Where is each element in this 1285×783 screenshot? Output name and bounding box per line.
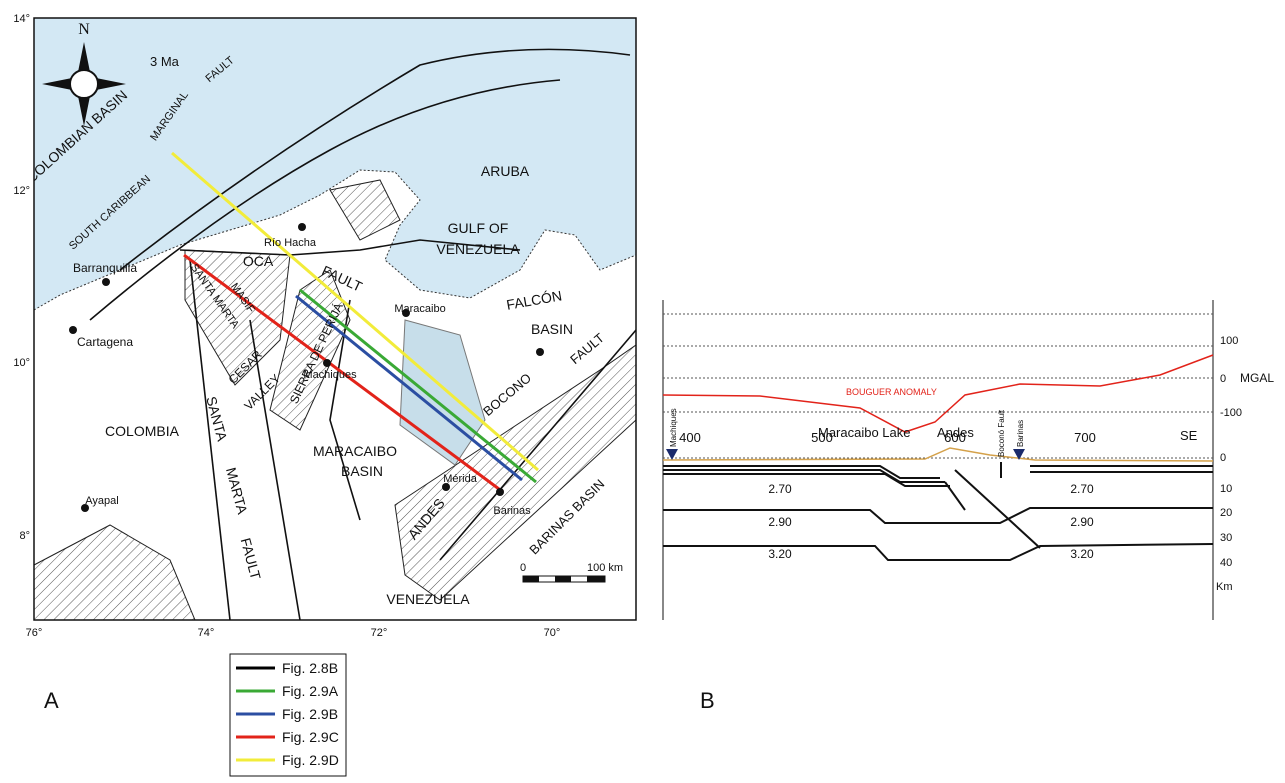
scale-length: 100 km [587, 562, 623, 574]
place-label: VENEZUELA [436, 241, 520, 257]
legend-label: Fig. 2.9B [282, 706, 338, 722]
profile-line [171, 151, 539, 472]
profile-line [299, 288, 537, 484]
lon-label: 72° [371, 627, 388, 639]
fault-label: Boconó Fault [997, 409, 1006, 457]
lat-label: 12° [13, 185, 30, 197]
density-label: 2.70 [1070, 482, 1094, 496]
well-label: Barinas [1016, 420, 1025, 447]
lon-label: 70° [544, 627, 561, 639]
density-label: 3.20 [768, 547, 792, 561]
density-label: 3.20 [1070, 547, 1094, 561]
distance-tick: 400 [679, 430, 701, 445]
north: N [78, 21, 90, 38]
scale-bar [522, 575, 606, 583]
lat-label: 14° [13, 13, 30, 25]
place-label: Maracaibo [394, 303, 445, 315]
place-label: GULF OF [448, 220, 509, 236]
place-label: Barranquilla [73, 261, 137, 275]
place-label: BASIN [531, 321, 573, 337]
place-label: VENEZUELA [386, 591, 470, 607]
place-label: ARUBA [481, 163, 530, 179]
age: 3 Ma [150, 54, 180, 69]
place-label: Ayapal [85, 495, 118, 507]
gravity-tick: 100 [1220, 335, 1238, 347]
place-label: Barinas [493, 505, 531, 517]
lat-label: 10° [13, 357, 30, 369]
depth-tick: 20 [1220, 507, 1232, 519]
density-label: 2.90 [1070, 515, 1094, 529]
place-label: Cartagena [77, 335, 133, 349]
place-label: BASIN [341, 463, 383, 479]
anomaly-label: BOUGUER ANOMALY [846, 387, 937, 397]
place-label: Mérida [443, 473, 478, 485]
legend-label: Fig. 2.9D [282, 752, 339, 768]
distance-tick: 700 [1074, 430, 1096, 445]
panel-label: A [44, 688, 59, 713]
section-label: Maracaibo Lake [818, 425, 911, 440]
depth-unit: Km [1216, 581, 1233, 593]
legend-label: Fig. 2.8B [282, 660, 338, 676]
place-label: Machiques [303, 369, 357, 381]
place-label: COLOMBIA [105, 423, 180, 439]
scale-zero: 0 [520, 562, 526, 574]
lon-label: 76° [26, 627, 43, 639]
section-label: SE [1180, 428, 1198, 443]
place-label: Río Hacha [264, 237, 317, 249]
depth-tick: 30 [1220, 532, 1232, 544]
panel-label: B [700, 688, 715, 713]
gravity-tick: 0 [1220, 373, 1226, 385]
density-label: 2.90 [768, 515, 792, 529]
gravity-tick: -100 [1220, 407, 1242, 419]
lat-label: 8° [19, 530, 30, 542]
profile-lines [171, 151, 539, 494]
legend-label: Fig. 2.9C [282, 729, 339, 745]
depth-tick: 0 [1220, 452, 1226, 464]
place-label: OCA [243, 253, 274, 269]
gravity-unit: MGAL [1240, 371, 1274, 385]
well-label: Machiques [669, 408, 678, 447]
section-label: Andes [937, 425, 974, 440]
depth-tick: 10 [1220, 483, 1232, 495]
profile-line [183, 253, 504, 494]
compass [42, 42, 126, 126]
depth-tick: 40 [1220, 557, 1232, 569]
lon-label: 74° [198, 627, 215, 639]
distance-tick: 600 [944, 430, 966, 445]
legend-label: Fig. 2.9A [282, 683, 339, 699]
distance-tick: 500 [811, 430, 833, 445]
profile-line [295, 294, 523, 482]
place-label: MARACAIBO [313, 443, 397, 459]
cross-section: 100 0 -100 MGAL 0 10 20 30 40 Km 400 500 600 700 2.70 2… [662, 300, 1274, 620]
density-label: 2.70 [768, 482, 792, 496]
